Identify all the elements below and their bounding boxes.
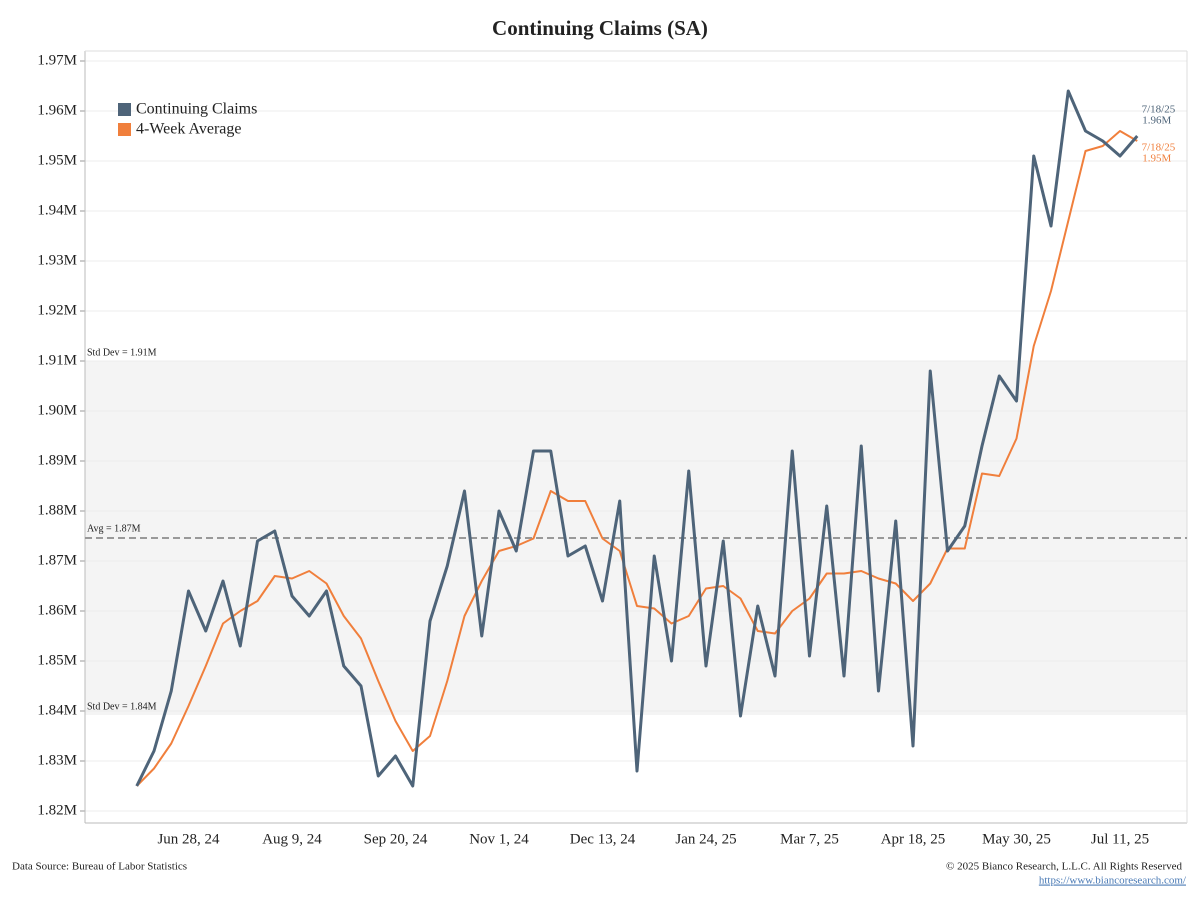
- legend-swatch: [118, 123, 131, 136]
- end-label-value: 1.96M: [1142, 115, 1171, 127]
- series-line: [135, 89, 1139, 788]
- y-tick-label: 1.97M: [37, 52, 77, 68]
- x-tick-label: Aug 9, 24: [262, 831, 322, 847]
- y-tick-label: 1.84M: [37, 702, 77, 718]
- legend-label: Continuing Claims: [136, 101, 257, 118]
- y-tick-label: 1.82M: [37, 802, 77, 818]
- y-tick-label: 1.83M: [37, 752, 77, 768]
- end-label-date: 7/18/25: [1142, 104, 1176, 116]
- y-tick-label: 1.86M: [37, 602, 77, 618]
- band-label: Std Dev = 1.91M: [87, 347, 157, 358]
- x-tick-label: Jul 11, 25: [1091, 831, 1149, 847]
- y-tick-label: 1.95M: [37, 152, 77, 168]
- y-tick-label: 1.88M: [37, 502, 77, 518]
- source: Data Source: Bureau of Labor Statistics: [12, 861, 187, 873]
- x-tick-label: Nov 1, 24: [469, 831, 529, 847]
- x-tick-label: Jun 28, 24: [157, 831, 220, 847]
- x-tick-label: Apr 18, 25: [881, 831, 946, 847]
- y-tick-label: 1.96M: [37, 102, 77, 118]
- x-tick-label: May 30, 25: [982, 831, 1051, 847]
- y-tick-label: 1.92M: [37, 302, 77, 318]
- x-tick-label: Sep 20, 24: [364, 831, 428, 847]
- end-label-value: 1.95M: [1142, 153, 1171, 165]
- average-label: Avg = 1.87M: [87, 523, 141, 534]
- legend-label: 4-Week Average: [136, 121, 241, 138]
- series-line: [136, 130, 1138, 787]
- y-tick-label: 1.87M: [37, 552, 77, 568]
- band-label: Std Dev = 1.84M: [87, 701, 157, 712]
- y-tick-label: 1.89M: [37, 452, 77, 468]
- x-tick-label: Dec 13, 24: [570, 831, 636, 847]
- chart-title: Continuing Claims (SA): [492, 16, 708, 40]
- y-tick-label: 1.85M: [37, 652, 77, 668]
- y-tick-label: 1.91M: [37, 352, 77, 368]
- end-label-date: 7/18/25: [1142, 142, 1176, 154]
- url[interactable]: https://www.biancoresearch.com/: [1039, 875, 1187, 887]
- x-tick-label: Jan 24, 25: [675, 831, 736, 847]
- legend-swatch: [118, 103, 131, 116]
- y-tick-label: 1.94M: [37, 202, 77, 218]
- y-tick-label: 1.93M: [37, 252, 77, 268]
- x-tick-label: Mar 7, 25: [780, 831, 839, 847]
- y-tick-label: 1.90M: [37, 402, 77, 418]
- copyright: © 2025 Bianco Research, L.L.C. All Right…: [946, 861, 1182, 873]
